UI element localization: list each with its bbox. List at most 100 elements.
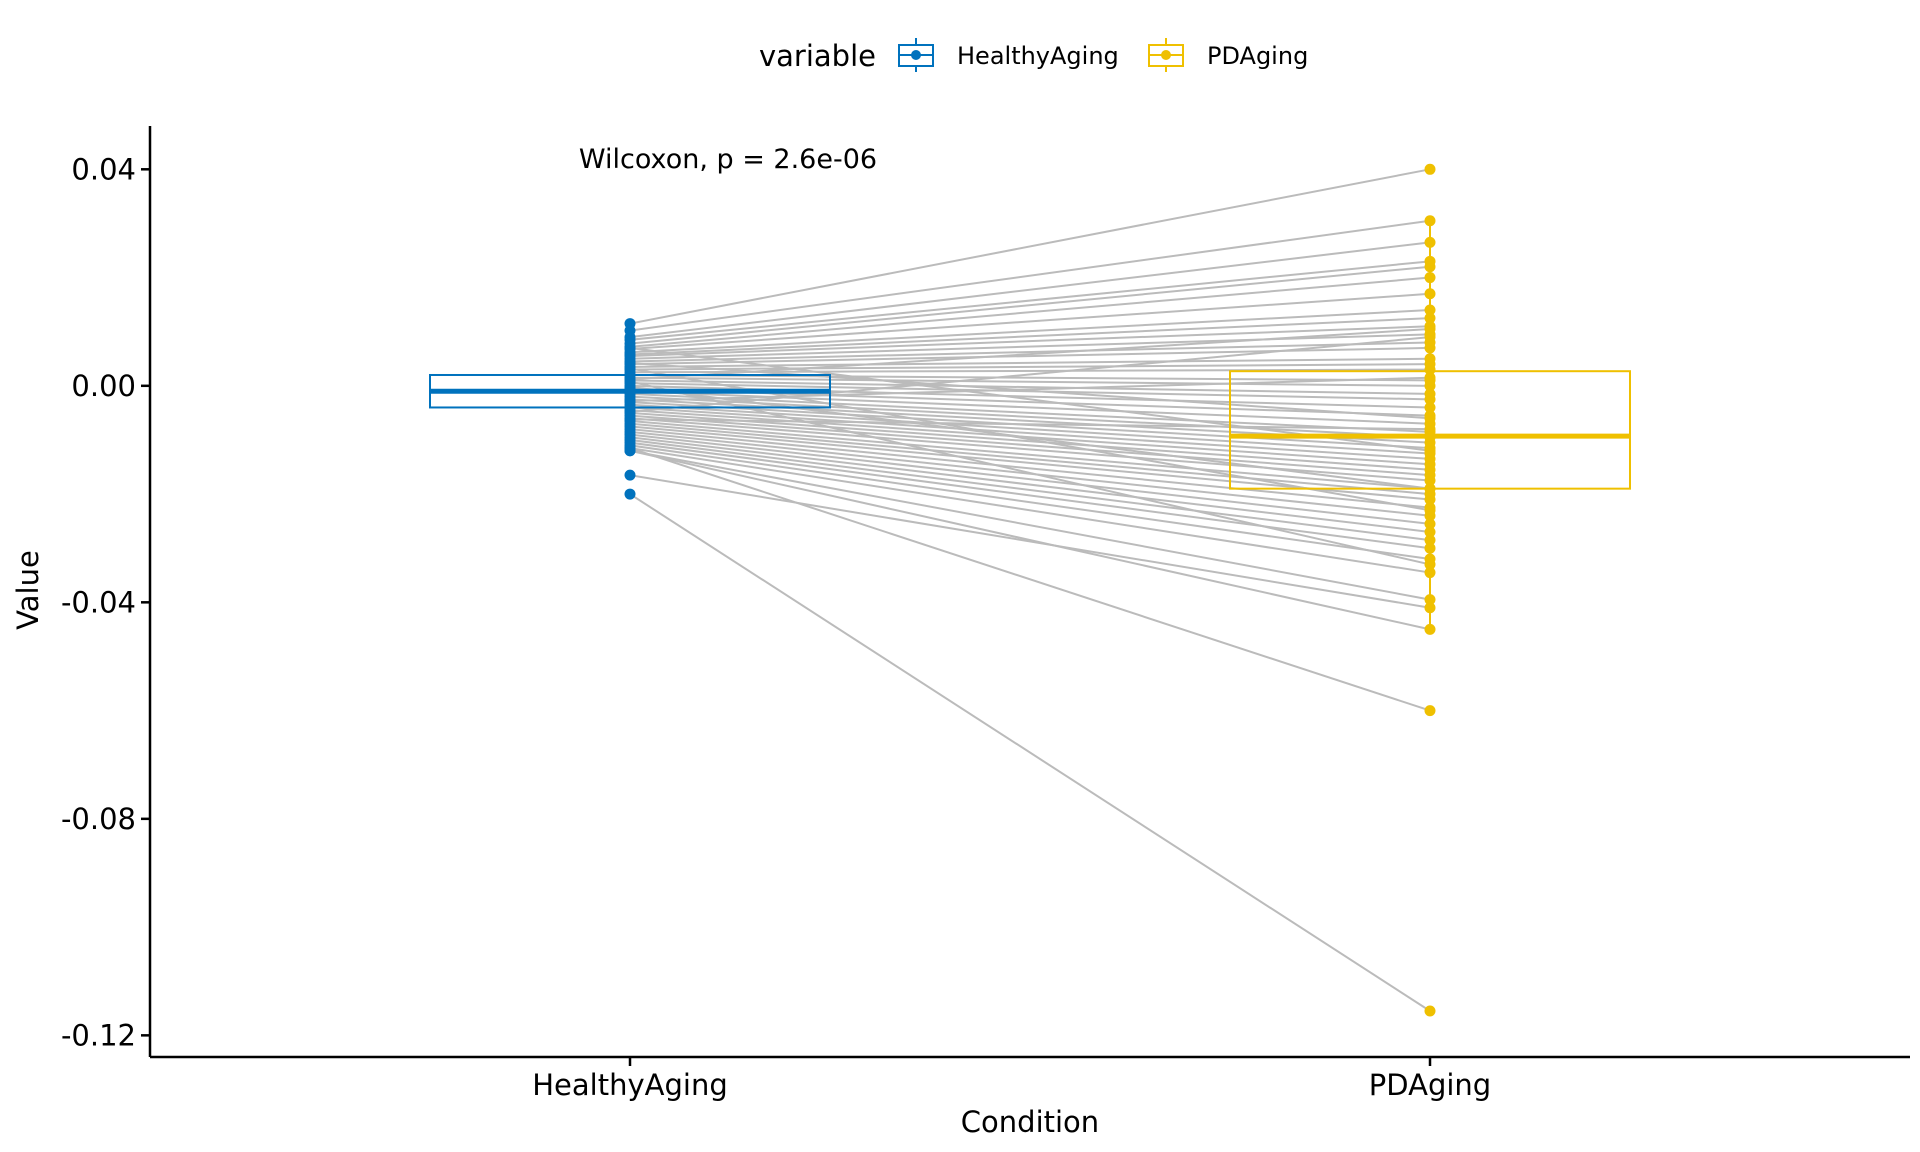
y-axis: 0.04 0.00 -0.04 -0.08 -0.12 xyxy=(61,126,152,1057)
pair-lines xyxy=(629,168,1431,1012)
pair-line-45 xyxy=(629,474,1431,609)
point-pdaging-38 xyxy=(1424,518,1436,530)
pair-line-7 xyxy=(629,309,1431,354)
y-tick-label-1: 0.00 xyxy=(71,369,136,403)
y-axis-title: Value xyxy=(11,550,45,630)
pair-line-38 xyxy=(629,433,1431,525)
pair-line-8 xyxy=(629,317,1431,356)
pair-line-33 xyxy=(629,420,1431,490)
point-healthyaging-50 xyxy=(624,395,636,407)
point-pdaging-43 xyxy=(1424,567,1436,579)
pair-line-31 xyxy=(629,414,1431,477)
point-pdaging-35 xyxy=(1424,493,1436,505)
x-tick-label-pdaging: PDAging xyxy=(1369,1068,1491,1102)
legend-key-pdaging xyxy=(1148,38,1184,72)
pair-line-43 xyxy=(629,447,1431,574)
legend: variable HealthyAging PDAging xyxy=(759,38,1308,73)
point-pdaging-55 xyxy=(1424,504,1436,516)
pair-line-50 xyxy=(629,376,1431,402)
point-pdaging-50 xyxy=(1424,372,1436,384)
pair-line-4 xyxy=(629,265,1431,345)
pair-line-46 xyxy=(629,449,1431,631)
pair-line-18 xyxy=(629,379,1431,395)
x-axis: HealthyAging PDAging xyxy=(150,1055,1910,1102)
pair-line-47 xyxy=(629,447,1431,712)
point-healthyaging-45 xyxy=(624,469,636,481)
point-pdaging-6 xyxy=(1424,288,1436,300)
pair-line-36 xyxy=(629,428,1431,509)
y-tick-label-4: -0.12 xyxy=(61,1018,136,1052)
pair-line-6 xyxy=(629,292,1431,351)
point-healthyaging-56 xyxy=(624,406,636,418)
wilcoxon-annotation: Wilcoxon, p = 2.6e-06 xyxy=(579,144,877,175)
point-healthyaging-53 xyxy=(624,342,636,354)
pair-line-3 xyxy=(629,260,1431,341)
legend-title: variable xyxy=(759,39,876,73)
pair-line-57 xyxy=(629,380,1431,566)
point-healthyaging-55 xyxy=(624,362,636,374)
point-pdaging-54 xyxy=(1424,483,1436,495)
point-pdaging-57 xyxy=(1424,558,1436,570)
point-pdaging-7 xyxy=(1424,304,1436,316)
legend-key-point-0 xyxy=(911,50,921,60)
x-tick-label-healthyaging: HealthyAging xyxy=(532,1068,727,1102)
point-pdaging-51 xyxy=(1424,412,1436,424)
point-pdaging-46 xyxy=(1424,623,1436,635)
boxes xyxy=(429,223,1631,630)
x-axis-title: Condition xyxy=(961,1105,1099,1139)
pair-line-41 xyxy=(629,441,1431,550)
pair-line-0 xyxy=(629,168,1431,325)
pair-line-2 xyxy=(629,241,1431,339)
point-pdaging-15 xyxy=(1424,364,1436,376)
point-pdaging-32 xyxy=(1424,475,1436,487)
point-pdaging-48 xyxy=(1424,1005,1436,1017)
point-pdaging-53 xyxy=(1424,445,1436,457)
pair-line-11 xyxy=(629,341,1431,363)
point-pdaging-41 xyxy=(1424,542,1436,554)
legend-label-pdaging: PDAging xyxy=(1207,42,1308,70)
pair-line-12 xyxy=(629,346,1431,366)
point-pdaging-44 xyxy=(1424,594,1436,606)
pair-line-10 xyxy=(629,333,1431,360)
point-pdaging-5 xyxy=(1424,272,1436,284)
pair-line-44 xyxy=(629,449,1431,601)
pair-line-42 xyxy=(629,444,1431,561)
legend-key-point-1 xyxy=(1161,50,1171,60)
y-tick-label-0: 0.04 xyxy=(71,152,136,186)
point-pdaging-0 xyxy=(1424,163,1436,175)
pair-line-30 xyxy=(629,411,1431,471)
point-pdaging-12 xyxy=(1424,342,1436,354)
point-pdaging-40 xyxy=(1424,534,1436,546)
point-healthyaging-52 xyxy=(624,413,636,425)
pair-line-1 xyxy=(629,219,1431,332)
point-pdaging-52 xyxy=(1424,423,1436,435)
point-healthyaging-57 xyxy=(624,375,636,387)
point-pdaging-17 xyxy=(1424,380,1436,392)
pair-line-56 xyxy=(629,336,1431,413)
pair-line-53 xyxy=(629,346,1431,452)
point-pdaging-47 xyxy=(1424,705,1436,717)
pair-line-28 xyxy=(629,406,1431,460)
data-points xyxy=(624,163,1436,1017)
point-healthyaging-47 xyxy=(624,442,636,454)
y-tick-label-3: -0.08 xyxy=(61,802,136,836)
pair-line-51 xyxy=(629,362,1431,420)
pair-line-54 xyxy=(629,385,1431,490)
pair-line-49 xyxy=(629,327,1431,381)
point-pdaging-45 xyxy=(1424,602,1436,614)
pair-line-9 xyxy=(629,325,1431,358)
point-pdaging-56 xyxy=(1424,331,1436,343)
point-pdaging-19 xyxy=(1424,393,1436,405)
point-pdaging-20 xyxy=(1424,401,1436,413)
pair-line-5 xyxy=(629,276,1431,348)
pair-line-17 xyxy=(629,376,1431,387)
point-pdaging-1 xyxy=(1424,215,1436,227)
pair-line-40 xyxy=(629,438,1431,542)
point-pdaging-8 xyxy=(1424,312,1436,324)
legend-key-healthyaging xyxy=(898,38,934,72)
point-healthyaging-48 xyxy=(624,488,636,500)
point-pdaging-2 xyxy=(1424,236,1436,248)
pair-line-34 xyxy=(629,422,1431,496)
point-pdaging-4 xyxy=(1424,261,1436,273)
